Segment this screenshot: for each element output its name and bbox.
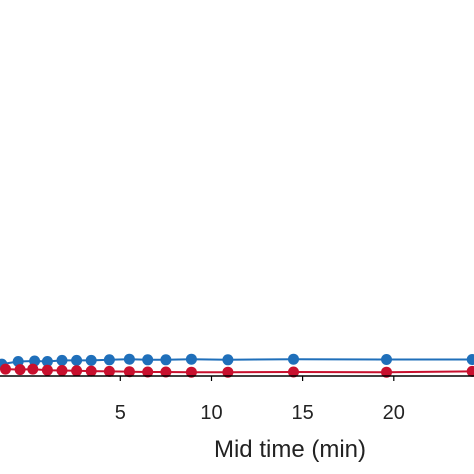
series-2-point-13 [222,366,234,378]
series-2-point-10 [142,366,154,378]
series-1-point-11 [160,354,172,366]
x-tick-label-2: 10 [200,402,222,424]
series-1-point-6 [71,354,83,366]
series-1-point-14 [288,353,299,365]
series-2-point-6 [71,365,83,377]
series-1-point-12 [185,353,197,365]
series-1-point-7 [85,354,97,366]
series-1-point-10 [142,354,154,366]
series-1-point-15 [381,354,392,365]
x-tick-label-1: 5 [115,402,126,424]
series-2-point-4 [41,364,53,376]
series-2-point-11 [160,366,172,378]
x-tick-label-4: 20 [383,402,405,424]
series-2-line [5,368,473,374]
series-layer [0,353,474,378]
x-tick-layer: 5 10 15 20 [115,376,405,424]
series-1-point-13 [222,354,234,366]
series-1-line [1,358,473,366]
series-2-point-16 [466,365,474,377]
x-tick-label-3: 15 [291,402,313,424]
series-1-point-8 [103,354,115,366]
series-2 [0,363,474,378]
series-2-point-8 [103,365,115,377]
series-2-point-14 [288,366,299,378]
series-1-point-5 [56,354,68,366]
series-2-point-3 [27,363,39,375]
series-1-point-9 [123,353,135,365]
series-2-point-1 [0,363,11,375]
series-2-point-15 [381,366,392,378]
series-2-point-5 [56,365,68,376]
series-2-point-9 [123,366,135,378]
series-2-point-2 [14,364,26,376]
series-2-point-12 [185,366,197,378]
x-axis-title: Mid time (min) [214,436,366,463]
series-2-point-7 [85,365,97,377]
series-1-point-4 [41,356,53,367]
series-1-point-16 [466,354,474,365]
